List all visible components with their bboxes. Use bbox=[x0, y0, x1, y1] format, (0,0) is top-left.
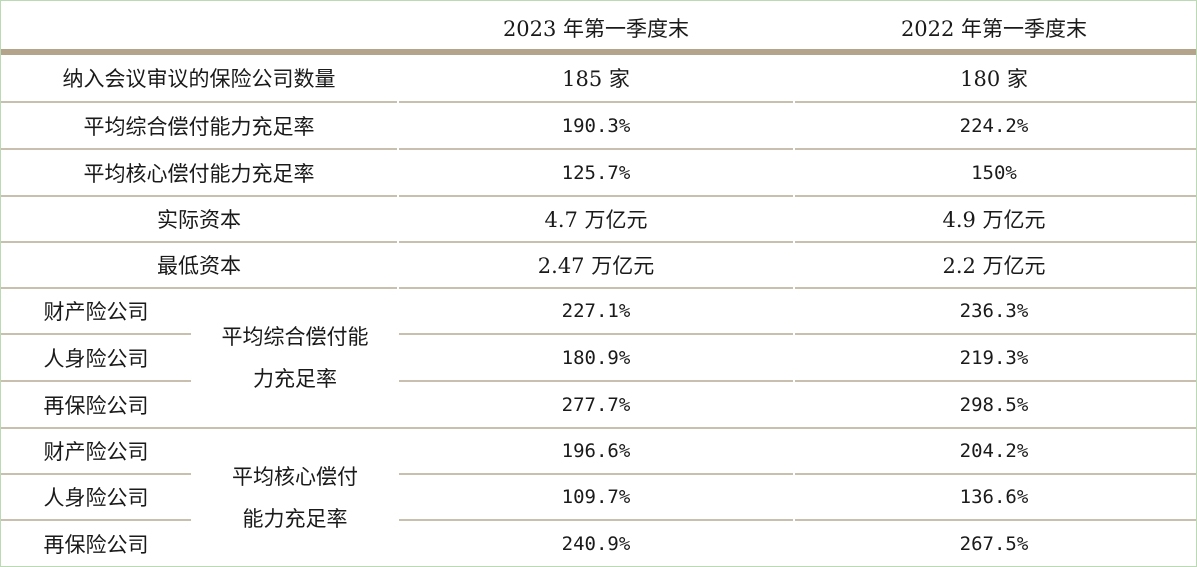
row-divider bbox=[795, 333, 1196, 335]
value-2023: 277.7% bbox=[561, 393, 631, 416]
row-divider bbox=[399, 195, 793, 197]
value-2022: 180 家 bbox=[960, 67, 1028, 91]
value-2022: 298.5% bbox=[959, 393, 1029, 416]
value-2023: 190.3% bbox=[561, 114, 631, 137]
row-divider bbox=[1, 101, 397, 103]
row-divider bbox=[795, 195, 1196, 197]
table-row: 平均核心偿付能力充足率 125.7% 150% bbox=[1, 150, 1196, 195]
group-title-line1: 平均核心偿付 bbox=[232, 464, 358, 489]
value-2023: 240.9% bbox=[561, 532, 631, 555]
row-divider bbox=[1, 148, 397, 150]
row-label: 平均综合偿付能力充足率 bbox=[83, 114, 315, 139]
row-divider bbox=[1, 333, 191, 335]
row-divider bbox=[1, 519, 191, 521]
value-2023: 227.1% bbox=[561, 300, 631, 322]
value-2022: 224.2% bbox=[959, 114, 1029, 137]
value-2023: 4.7 万亿元 bbox=[544, 208, 648, 232]
group-title-line2: 力充足率 bbox=[253, 367, 337, 391]
header-rule bbox=[1, 49, 1196, 55]
row-label: 纳入会议审议的保险公司数量 bbox=[62, 67, 336, 91]
group-title-line1: 平均综合偿付能 bbox=[221, 325, 369, 349]
table-row: 财产险公司 227.1% 236.3% bbox=[1, 289, 1196, 333]
table-row: 再保险公司 240.9% 267.5% bbox=[1, 521, 1196, 566]
row-divider bbox=[399, 287, 793, 289]
row-label: 实际资本 bbox=[157, 208, 241, 232]
value-2022: 2.2 万亿元 bbox=[942, 254, 1046, 278]
group-title-line2: 能力充足率 bbox=[242, 506, 348, 531]
row-label: 最低资本 bbox=[157, 254, 241, 278]
row-label: 再保险公司 bbox=[43, 393, 149, 418]
value-2022: 236.3% bbox=[959, 300, 1029, 322]
row-label: 人身险公司 bbox=[43, 346, 149, 371]
value-2023: 2.47 万亿元 bbox=[537, 254, 655, 278]
row-divider bbox=[1, 195, 397, 197]
row-label: 财产险公司 bbox=[43, 300, 149, 324]
table-row: 再保险公司 277.7% 298.5% bbox=[1, 382, 1196, 427]
group-title-core: 平均核心偿付 能力充足率 bbox=[193, 429, 397, 566]
row-divider bbox=[399, 148, 793, 150]
value-2022: 204.2% bbox=[959, 440, 1029, 462]
table-row: 实际资本 4.7 万亿元 4.9 万亿元 bbox=[1, 197, 1196, 241]
header-2022: 2022 年第一季度末 bbox=[900, 17, 1088, 41]
row-label: 平均核心偿付能力充足率 bbox=[83, 161, 315, 186]
value-2022: 4.9 万亿元 bbox=[942, 208, 1046, 232]
table-row: 财产险公司 196.6% 204.2% bbox=[1, 429, 1196, 473]
row-divider bbox=[399, 519, 793, 521]
row-divider bbox=[795, 148, 1196, 150]
group-divider bbox=[1, 427, 1196, 429]
row-divider bbox=[795, 473, 1196, 475]
value-2022: 267.5% bbox=[959, 532, 1029, 555]
row-divider bbox=[795, 287, 1196, 289]
row-divider bbox=[399, 473, 793, 475]
value-2022: 219.3% bbox=[959, 346, 1029, 369]
row-label: 再保险公司 bbox=[43, 532, 149, 557]
row-divider bbox=[795, 519, 1196, 521]
row-divider bbox=[1, 380, 191, 382]
row-divider bbox=[1, 241, 397, 243]
row-label: 人身险公司 bbox=[43, 486, 149, 510]
row-divider bbox=[399, 241, 793, 243]
value-2023: 109.7% bbox=[561, 486, 631, 508]
header-2023: 2023 年第一季度末 bbox=[502, 17, 690, 41]
row-divider bbox=[1, 287, 397, 289]
value-2023: 185 家 bbox=[562, 67, 630, 91]
table-header: 2023 年第一季度末 2022 年第一季度末 bbox=[1, 1, 1196, 51]
row-divider bbox=[399, 380, 793, 382]
table-row: 最低资本 2.47 万亿元 2.2 万亿元 bbox=[1, 243, 1196, 287]
table-row: 纳入会议审议的保险公司数量 185 家 180 家 bbox=[1, 55, 1196, 101]
value-2022: 136.6% bbox=[959, 486, 1029, 508]
row-divider bbox=[399, 101, 793, 103]
table-row: 平均综合偿付能力充足率 190.3% 224.2% bbox=[1, 103, 1196, 148]
group-title-comprehensive: 平均综合偿付能 力充足率 bbox=[193, 289, 397, 427]
row-divider bbox=[1, 473, 191, 475]
row-divider bbox=[399, 333, 793, 335]
table-row: 人身险公司 180.9% 219.3% bbox=[1, 335, 1196, 380]
row-divider bbox=[795, 380, 1196, 382]
value-2023: 180.9% bbox=[561, 346, 631, 369]
value-2023: 125.7% bbox=[561, 161, 631, 184]
row-label: 财产险公司 bbox=[43, 440, 149, 464]
row-divider bbox=[795, 101, 1196, 103]
table-row: 人身险公司 109.7% 136.6% bbox=[1, 475, 1196, 519]
value-2023: 196.6% bbox=[561, 440, 631, 462]
value-2022: 150% bbox=[971, 161, 1017, 184]
row-divider bbox=[795, 241, 1196, 243]
